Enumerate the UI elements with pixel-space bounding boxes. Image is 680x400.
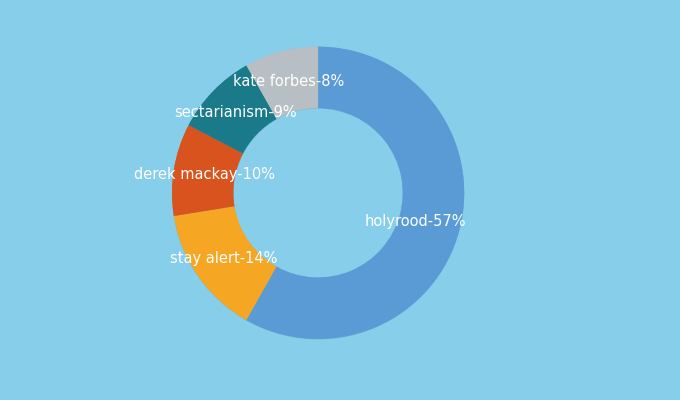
Wedge shape <box>188 66 277 154</box>
Wedge shape <box>174 206 277 320</box>
Wedge shape <box>174 206 277 320</box>
Text: derek mackay-10%: derek mackay-10% <box>134 167 275 182</box>
Wedge shape <box>246 47 464 339</box>
Wedge shape <box>174 206 277 320</box>
Wedge shape <box>188 66 277 154</box>
Wedge shape <box>246 47 464 339</box>
Wedge shape <box>246 47 318 120</box>
Wedge shape <box>174 207 277 320</box>
Text: sectarianism-9%: sectarianism-9% <box>174 105 296 120</box>
Text: kate forbes-8%: kate forbes-8% <box>233 74 345 88</box>
Wedge shape <box>246 47 464 339</box>
Wedge shape <box>188 66 277 154</box>
Wedge shape <box>172 125 243 216</box>
Wedge shape <box>188 66 277 154</box>
Wedge shape <box>246 47 318 119</box>
Wedge shape <box>246 47 464 339</box>
Wedge shape <box>246 47 318 119</box>
Wedge shape <box>174 206 277 320</box>
Wedge shape <box>174 206 277 320</box>
Wedge shape <box>246 47 318 120</box>
Wedge shape <box>172 126 243 216</box>
Wedge shape <box>188 66 277 154</box>
Wedge shape <box>174 207 277 321</box>
Wedge shape <box>246 47 318 119</box>
Wedge shape <box>172 126 243 216</box>
Wedge shape <box>246 47 318 119</box>
Wedge shape <box>188 66 277 154</box>
Wedge shape <box>246 47 464 339</box>
Wedge shape <box>246 47 464 340</box>
Wedge shape <box>172 126 243 217</box>
Wedge shape <box>188 66 277 154</box>
Wedge shape <box>172 126 243 217</box>
Wedge shape <box>172 125 243 216</box>
Wedge shape <box>246 47 464 339</box>
Wedge shape <box>172 126 243 216</box>
Wedge shape <box>172 125 243 216</box>
Wedge shape <box>246 47 318 119</box>
Wedge shape <box>172 125 243 216</box>
Text: holyrood-57%: holyrood-57% <box>364 214 466 230</box>
Wedge shape <box>246 47 318 120</box>
Wedge shape <box>188 66 277 154</box>
Wedge shape <box>174 207 277 321</box>
Wedge shape <box>188 66 277 154</box>
Wedge shape <box>246 47 464 339</box>
Text: stay alert-14%: stay alert-14% <box>170 251 277 266</box>
Wedge shape <box>246 47 464 340</box>
Wedge shape <box>174 207 277 320</box>
Wedge shape <box>246 47 318 119</box>
